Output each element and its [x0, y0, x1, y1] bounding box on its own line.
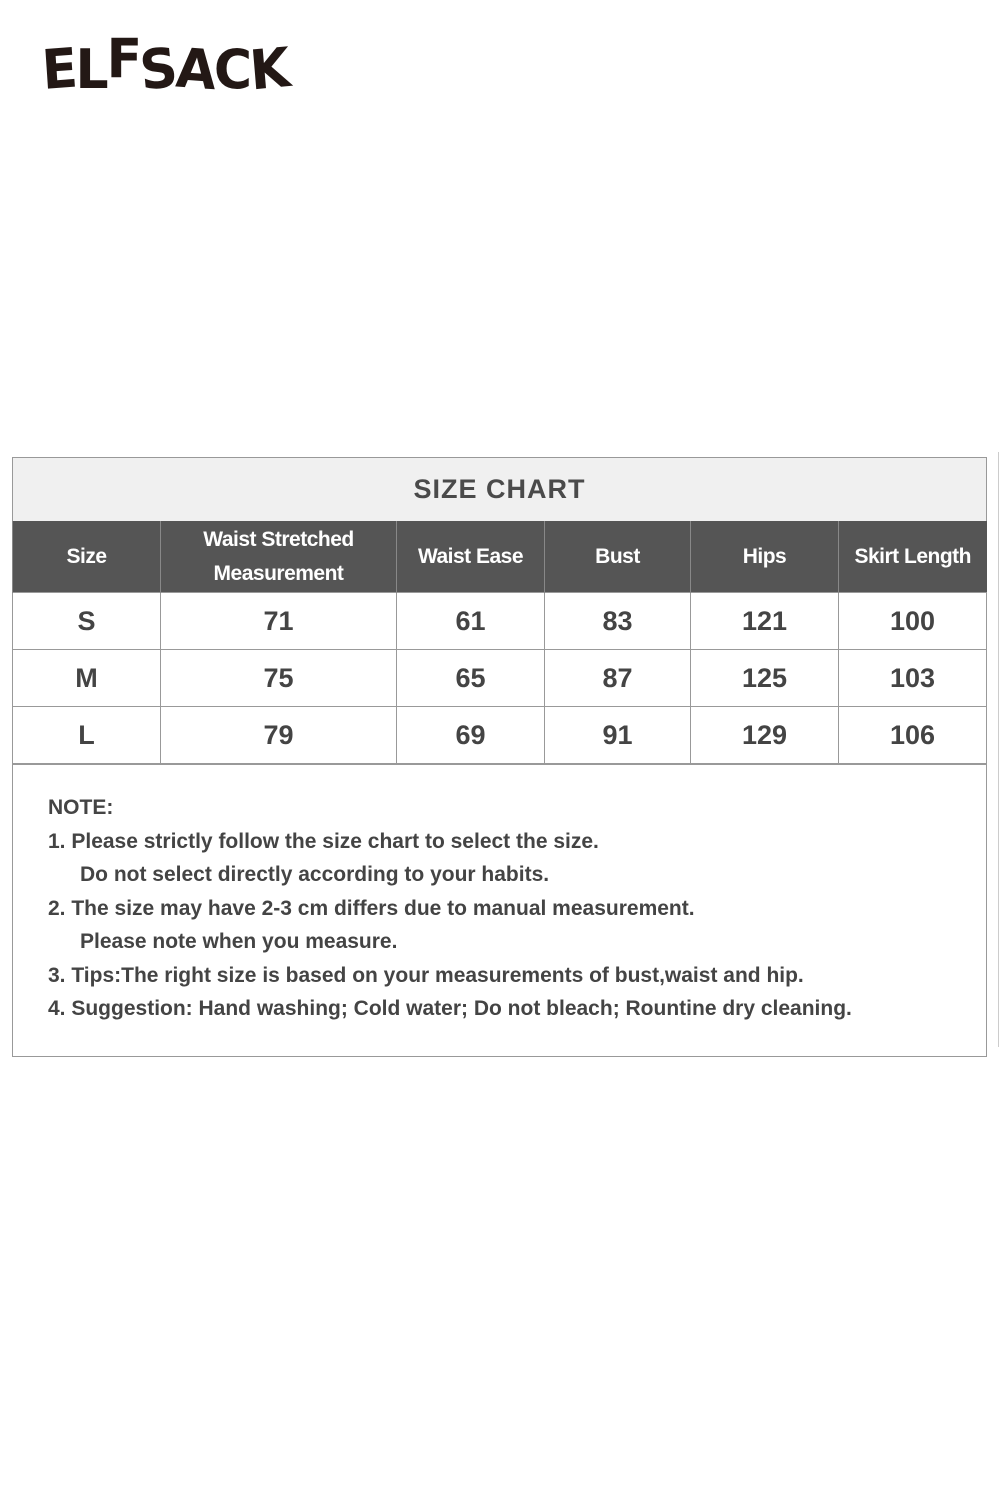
notes: NOTE: 1. Please strictly follow the size… [13, 764, 986, 1057]
table-cell: 103 [838, 649, 987, 707]
table-cell: 69 [396, 706, 545, 764]
table-cell: 106 [838, 706, 987, 764]
table-cell: 100 [838, 592, 987, 650]
size-table: Size Waist Stretched Measurement Waist E… [12, 521, 987, 764]
table-cell: 61 [396, 592, 545, 650]
table-cell: M [12, 649, 161, 707]
size-chart: SIZE CHART Size Waist Stretched Measurem… [12, 457, 987, 1057]
size-chart-title: SIZE CHART [13, 458, 986, 521]
note-line: 2. The size may have 2-3 cm differs due … [48, 896, 695, 920]
column-header: Bust [544, 521, 691, 593]
column-header: Waist Stretched Measurement [160, 521, 397, 593]
column-header: Waist Ease [396, 521, 545, 593]
table-cell: 91 [544, 706, 691, 764]
table-cell: 125 [690, 649, 839, 707]
table-cell: 65 [396, 649, 545, 707]
table-cell: 121 [690, 592, 839, 650]
table-cell: S [12, 592, 161, 650]
note-line: 4. Suggestion: Hand washing; Cold water;… [48, 997, 852, 1020]
brand-logo: ELFSACK [39, 28, 291, 104]
note-line: Please note when you measure. [80, 930, 398, 953]
note-line: Do not select directly according to your… [80, 863, 550, 886]
column-header: Hips [690, 521, 839, 593]
table-row: M 75 65 87 125 103 [12, 649, 987, 707]
note-line: 3. Tips:The right size is based on your … [48, 963, 804, 987]
column-header: Skirt Length [838, 521, 987, 593]
table-cell: 87 [544, 649, 691, 707]
table-header-row: Size Waist Stretched Measurement Waist E… [12, 521, 987, 593]
table-row: S 71 61 83 121 100 [12, 592, 987, 650]
table-cell: L [12, 706, 161, 764]
notes-heading: NOTE: [48, 796, 114, 819]
divider [998, 452, 999, 1047]
table-row: L 79 69 91 129 106 [12, 706, 987, 764]
table-cell: 75 [160, 649, 397, 707]
table-cell: 79 [160, 706, 397, 764]
note-line: 1. Please strictly follow the size chart… [48, 829, 599, 853]
table-cell: 129 [690, 706, 839, 764]
column-header: Size [12, 521, 161, 593]
table-cell: 71 [160, 592, 397, 650]
table-cell: 83 [544, 592, 691, 650]
